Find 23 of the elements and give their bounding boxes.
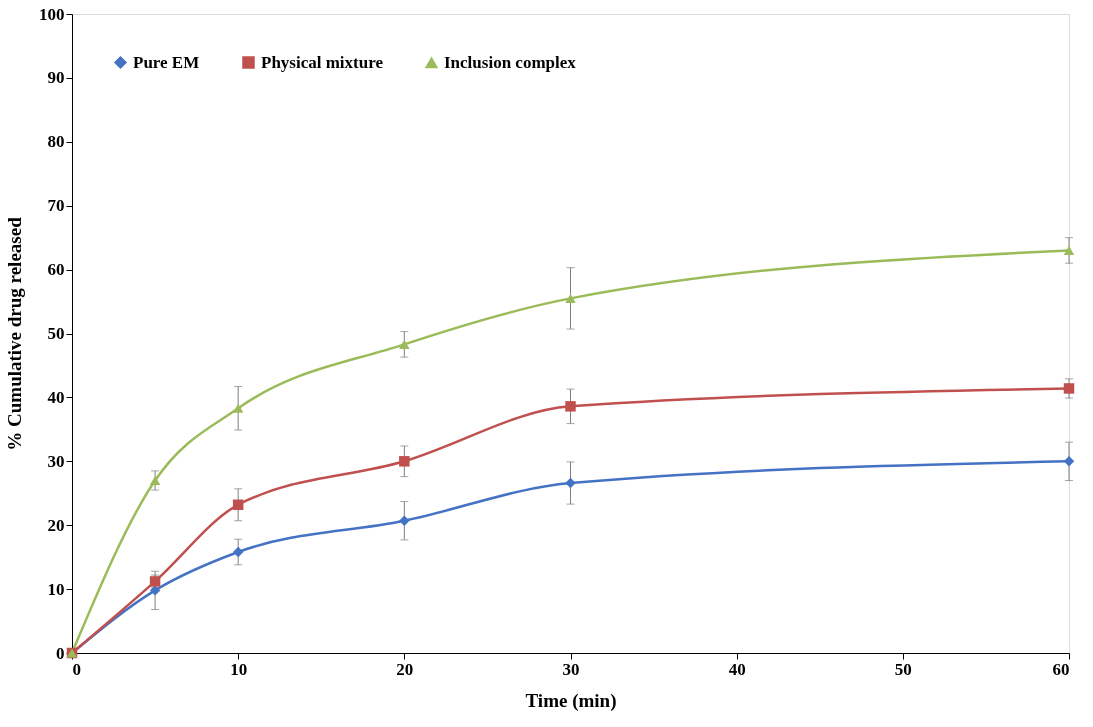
x-tick-label: 40: [728, 659, 746, 679]
y-tick-label: 10: [47, 579, 65, 599]
y-tick-label: 90: [47, 68, 65, 88]
x-tick-label: 20: [396, 659, 414, 679]
x-tick-label: 30: [562, 659, 580, 679]
y-tick-label: 20: [47, 515, 65, 535]
y-tick-label: 70: [47, 196, 65, 216]
x-tick-label: 0: [72, 659, 81, 679]
legend-label: Inclusion complex: [444, 52, 577, 72]
y-tick-label: 100: [39, 4, 65, 24]
y-tick-label: 60: [47, 260, 65, 280]
legend-label: Physical mixture: [261, 52, 384, 72]
x-axis-title: Time (min): [525, 689, 617, 712]
y-tick-label: 40: [47, 387, 65, 407]
y-tick-label: 30: [47, 451, 65, 471]
x-tick-label: 60: [1052, 659, 1070, 679]
y-tick-label: 0: [56, 643, 65, 663]
legend-label: Pure EM: [133, 52, 200, 72]
y-tick-label: 80: [47, 132, 65, 152]
x-tick-label: 50: [894, 659, 912, 679]
y-axis-title: % Cumulative drug released: [4, 216, 25, 451]
y-tick-label: 50: [47, 324, 65, 343]
x-tick-label: 10: [230, 659, 248, 679]
